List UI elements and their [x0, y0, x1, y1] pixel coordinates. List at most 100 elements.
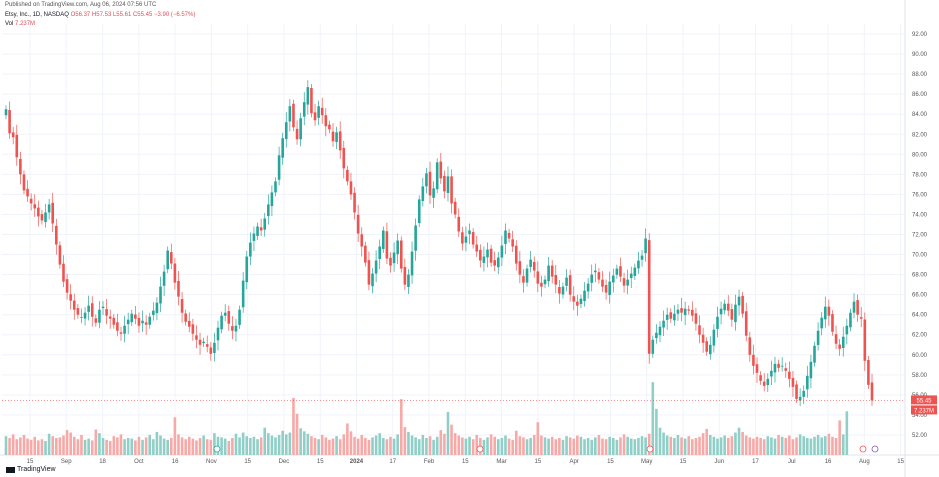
- tradingview-logo[interactable]: TradingView: [6, 466, 56, 473]
- volume-bar: [259, 437, 263, 455]
- volume-bar: [532, 434, 536, 455]
- candle-body: [292, 103, 295, 128]
- candle-body: [629, 273, 633, 279]
- candle-body: [507, 232, 511, 239]
- volume-bar: [428, 436, 432, 455]
- candle-body: [310, 87, 313, 114]
- volume-bar: [813, 436, 816, 455]
- candle-body: [8, 110, 11, 134]
- volume-bar: [507, 438, 511, 455]
- candle-body: [514, 245, 518, 264]
- volume-bar: [101, 438, 105, 455]
- candle-body: [673, 313, 676, 321]
- candle-body: [58, 245, 62, 265]
- y-tick-label: 54.00: [912, 413, 928, 419]
- volume-bar: [187, 436, 191, 455]
- volume-bar: [514, 430, 518, 455]
- candle-body: [385, 231, 389, 259]
- volume-bar: [762, 439, 766, 455]
- candle-body: [827, 306, 831, 316]
- candle-body: [238, 309, 241, 325]
- candle-body: [784, 368, 788, 371]
- volume-bar: [590, 439, 594, 455]
- candle-body: [633, 267, 637, 276]
- candle-body: [468, 230, 471, 235]
- volume-bar: [547, 438, 550, 455]
- volume-bar: [263, 427, 267, 455]
- volume-bar: [669, 436, 673, 455]
- candle-body: [698, 325, 701, 335]
- volume-bar: [834, 438, 838, 455]
- volume-bar: [184, 439, 187, 455]
- volume-bar: [734, 432, 737, 455]
- volume-bar: [33, 436, 37, 455]
- candle-body: [126, 319, 130, 325]
- volume-bar: [40, 439, 44, 455]
- volume-bar: [798, 434, 802, 455]
- candle-body: [159, 286, 162, 304]
- last-price-label: 55.45: [916, 398, 932, 404]
- candle-body: [443, 175, 446, 192]
- candle-body: [134, 314, 137, 319]
- volume-bar: [701, 433, 705, 455]
- x-tick-label: 17: [389, 459, 396, 465]
- candle-body: [489, 248, 493, 263]
- candle-body: [227, 311, 231, 324]
- volume-bar: [719, 437, 723, 455]
- volume-bar: [615, 439, 619, 455]
- volume-bar: [47, 433, 51, 455]
- symbol-ohlc-legend[interactable]: Etsy, Inc., 1D, NASDAQ O56.37 H57.53 L55…: [5, 12, 195, 19]
- candle-body: [116, 322, 119, 331]
- volume-bar: [619, 437, 622, 455]
- volume-bar: [76, 439, 80, 455]
- volume-bar: [166, 439, 170, 455]
- volume-bar: [55, 438, 58, 455]
- candle-body: [601, 279, 604, 287]
- candle-body: [241, 280, 245, 308]
- candle-body: [511, 239, 514, 247]
- volume-bar: [640, 436, 644, 455]
- candle-body: [302, 102, 306, 117]
- volume-bar: [389, 436, 392, 455]
- y-tick-label: 90.00: [912, 52, 928, 58]
- candle-body: [324, 115, 328, 127]
- volume-bar: [712, 436, 716, 455]
- candle-body: [392, 252, 396, 264]
- volume-bar: [468, 436, 471, 455]
- volume-legend[interactable]: Vol 7.237M: [5, 21, 35, 28]
- volume-bar: [823, 436, 827, 455]
- y-tick-label: 88.00: [912, 72, 928, 78]
- candle-body: [213, 342, 216, 353]
- y-tick-label: 72.00: [912, 233, 928, 239]
- candle-body: [572, 296, 576, 302]
- volume-bar: [576, 435, 579, 455]
- y-tick-label: 76.00: [912, 192, 928, 198]
- volume-bar: [105, 439, 108, 455]
- candle-body: [29, 198, 33, 204]
- volume-bar: [579, 436, 583, 455]
- volume-bar: [522, 437, 525, 455]
- volume-bar: [583, 439, 586, 455]
- volume-bar: [629, 438, 633, 455]
- candle-body: [615, 268, 619, 275]
- published-note: Published on TradingView.com, Aug 06, 20…: [5, 2, 157, 8]
- volume-bar: [845, 411, 849, 455]
- y-tick-label: 86.00: [912, 92, 928, 98]
- candle-body: [816, 330, 820, 345]
- candle-body: [144, 322, 148, 325]
- volume-bar: [328, 439, 331, 455]
- volume-bar: [310, 436, 313, 455]
- volume-bar: [565, 436, 568, 455]
- candle-body: [299, 118, 302, 140]
- volume-bar: [453, 433, 457, 455]
- volume-bar: [752, 438, 755, 455]
- candle-body: [579, 298, 583, 305]
- candle-body: [62, 263, 65, 282]
- candle-body: [683, 308, 687, 316]
- volume-bar: [29, 439, 33, 455]
- volume-bar: [773, 438, 777, 455]
- x-tick-label: 15: [317, 459, 324, 465]
- volume-bar: [841, 434, 845, 455]
- y-tick-label: 66.00: [912, 293, 928, 299]
